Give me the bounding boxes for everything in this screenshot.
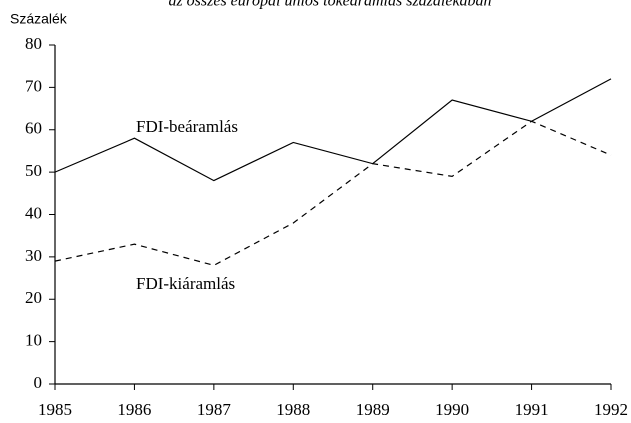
y-tick-label: 20 [25,288,42,307]
series-line [54,78,612,182]
y-tick-label: 40 [25,203,42,222]
y-tick-label: 80 [25,34,42,53]
x-tick-label: 1991 [515,400,549,419]
y-tick-label: 30 [25,246,42,265]
y-tick-label: 10 [25,331,42,350]
y-tick-label: 0 [34,373,43,392]
x-tick-label: 1989 [356,400,390,419]
y-tick-label: 50 [25,161,42,180]
x-tick-label: 1987 [197,400,232,419]
x-tick-label: 1985 [38,400,72,419]
x-tick-label: 1988 [276,400,310,419]
x-tick-label: 1992 [594,400,628,419]
x-tick-label: 1990 [435,400,469,419]
series-line [54,120,612,266]
y-axis-label: Százalék [10,11,68,27]
x-tick-label: 1986 [117,400,151,419]
y-tick-label: 60 [25,119,42,138]
series-label: FDI-beáramlás [136,117,238,136]
y-tick-label: 70 [25,76,42,95]
series-label: FDI-kiáramlás [136,274,235,293]
chart-subtitle: az összes európai uniós tőkeáramlás száz… [168,0,491,10]
